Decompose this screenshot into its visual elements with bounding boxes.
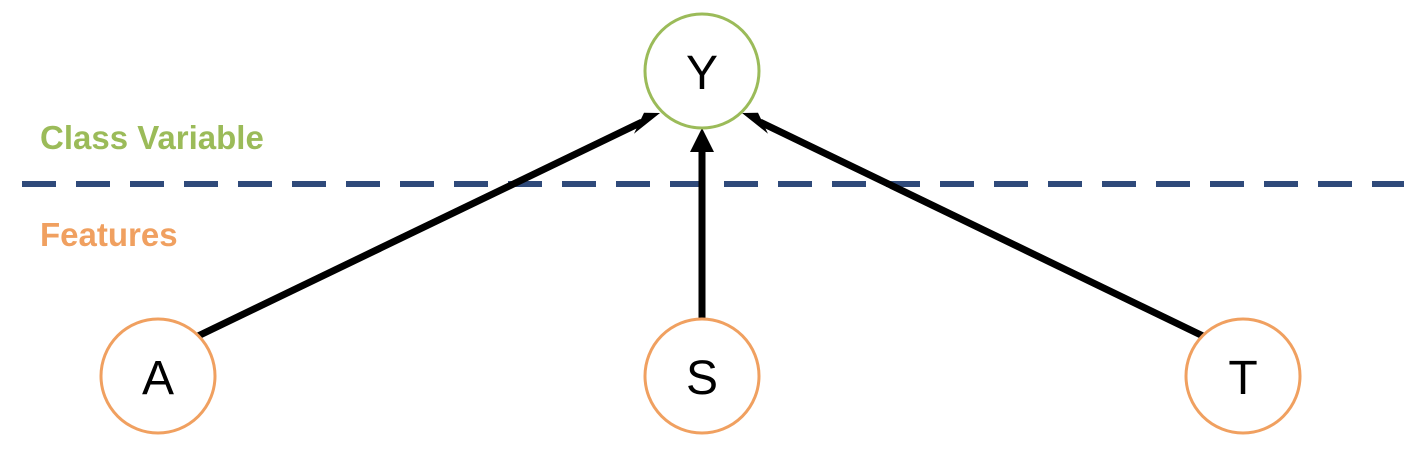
edge-a-to-y [196,112,660,340]
edge-t-to-y [742,112,1205,340]
arrowhead [634,112,660,134]
node-s-label: S [686,352,718,405]
node-a-label: A [142,352,174,405]
features-label: Features [40,216,178,253]
node-s: S [643,317,761,435]
node-t-label: T [1228,352,1257,405]
node-y: Y [643,12,761,130]
edge-s-to-y [690,128,714,320]
node-a: A [99,317,217,435]
arrowhead [690,128,714,152]
arrowhead [742,112,768,134]
class-variable-label: Class Variable [40,119,264,156]
node-t: T [1184,317,1302,435]
node-y-label: Y [686,47,718,100]
